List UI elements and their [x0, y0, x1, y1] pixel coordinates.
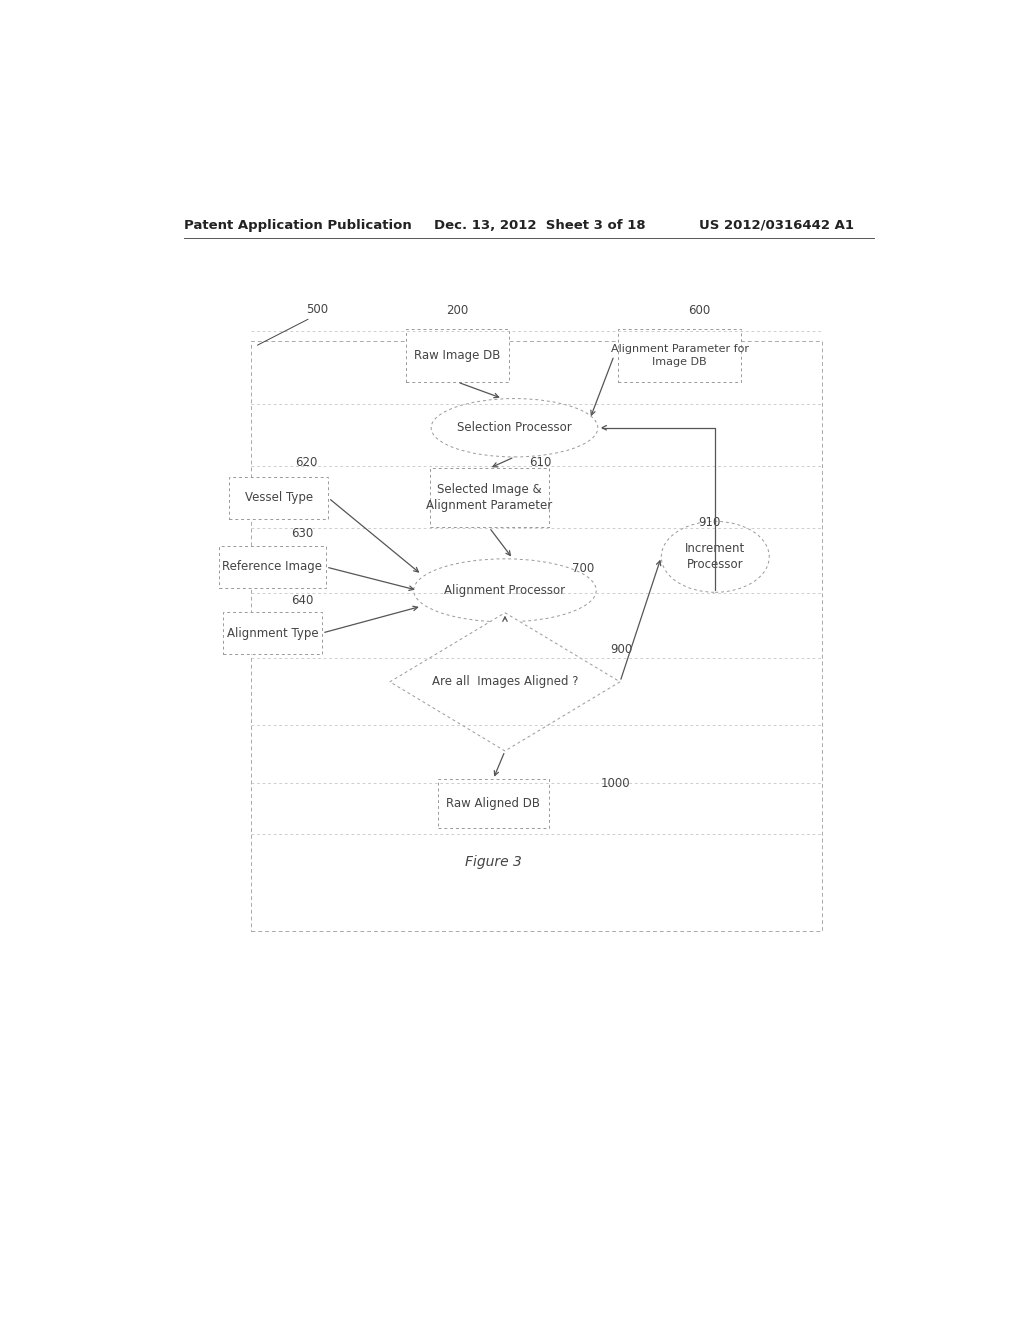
Ellipse shape: [414, 558, 596, 622]
Ellipse shape: [662, 521, 769, 593]
FancyBboxPatch shape: [430, 469, 549, 528]
FancyBboxPatch shape: [223, 611, 322, 655]
Ellipse shape: [431, 399, 598, 457]
FancyBboxPatch shape: [406, 329, 509, 381]
Text: 630: 630: [291, 527, 313, 540]
Text: 900: 900: [610, 643, 633, 656]
Text: Increment
Processor: Increment Processor: [685, 543, 745, 572]
Text: 620: 620: [295, 457, 317, 470]
Text: 1000: 1000: [600, 776, 630, 789]
Text: 200: 200: [446, 304, 468, 317]
Text: US 2012/0316442 A1: US 2012/0316442 A1: [699, 219, 854, 232]
Text: Selection Processor: Selection Processor: [457, 421, 571, 434]
Text: Vessel Type: Vessel Type: [245, 491, 313, 504]
Text: 610: 610: [528, 457, 551, 470]
Text: 700: 700: [572, 562, 595, 576]
Text: Alignment Type: Alignment Type: [226, 627, 318, 640]
Text: Are all  Images Aligned ?: Are all Images Aligned ?: [432, 676, 579, 688]
Text: Selected Image &
Alignment Parameter: Selected Image & Alignment Parameter: [426, 483, 552, 512]
Text: 600: 600: [688, 304, 711, 317]
Text: 500: 500: [306, 302, 329, 315]
Text: Patent Application Publication: Patent Application Publication: [183, 219, 412, 232]
FancyBboxPatch shape: [437, 779, 549, 828]
FancyBboxPatch shape: [219, 545, 326, 589]
FancyBboxPatch shape: [618, 329, 741, 381]
Text: Figure 3: Figure 3: [465, 855, 521, 869]
Text: 910: 910: [697, 516, 720, 529]
Text: Reference Image: Reference Image: [222, 561, 323, 573]
Text: Raw Aligned DB: Raw Aligned DB: [446, 797, 540, 810]
Text: Alignment Processor: Alignment Processor: [444, 583, 565, 597]
Text: Raw Image DB: Raw Image DB: [414, 348, 501, 362]
Text: Dec. 13, 2012  Sheet 3 of 18: Dec. 13, 2012 Sheet 3 of 18: [433, 219, 645, 232]
Text: Alignment Parameter for
Image DB: Alignment Parameter for Image DB: [610, 345, 749, 367]
FancyBboxPatch shape: [229, 477, 329, 519]
Text: 640: 640: [291, 594, 313, 607]
Polygon shape: [390, 612, 620, 751]
